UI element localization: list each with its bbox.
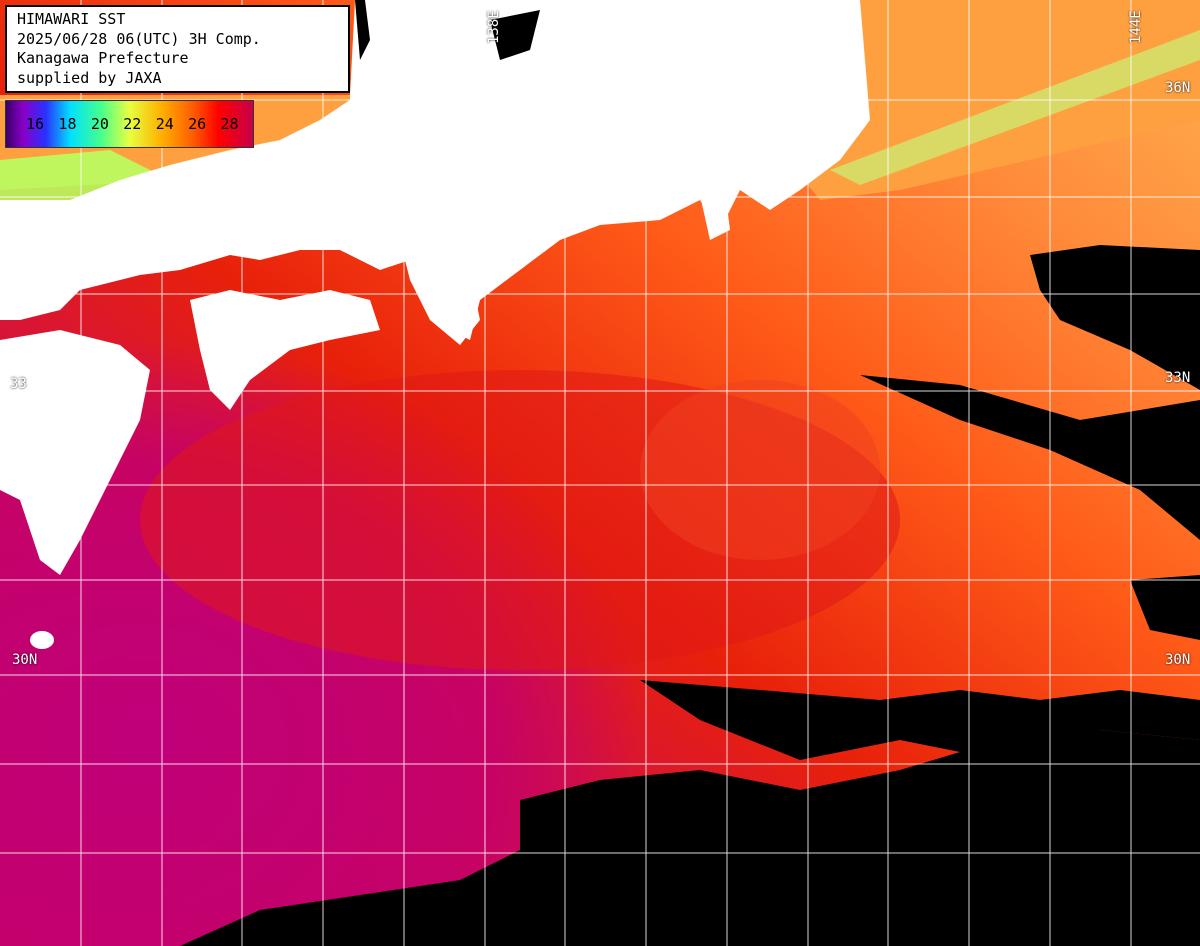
no-data-south [180, 730, 1200, 946]
lat-label-36n: 36N [1165, 80, 1191, 96]
lat-label-33-left: 33 [10, 376, 27, 392]
no-data-north [490, 10, 540, 60]
publisher: Kanagawa Prefecture [17, 49, 189, 67]
no-data-east-middle [860, 375, 1200, 540]
legend-tick: 22 [123, 115, 142, 133]
lon-label-138e: 138E [486, 10, 502, 44]
map-info-box: HIMAWARI SST 2025/06/28 06(UTC) 3H Comp.… [5, 5, 350, 93]
no-data-east-lower [1130, 575, 1200, 640]
data-source: supplied by JAXA [17, 68, 162, 87]
legend-tick: 26 [188, 115, 207, 133]
legend-tick: 24 [155, 115, 174, 133]
land-shikoku [190, 290, 380, 410]
legend-tick: 18 [58, 115, 77, 133]
land-izu-peninsula [700, 190, 730, 240]
lat-label-33n: 33N [1165, 370, 1191, 386]
cool-current-streak [830, 30, 1200, 185]
lon-label-144e: 144E [1128, 10, 1144, 44]
temperature-color-legend: 16 18 20 22 24 26 28 [5, 100, 254, 148]
land-tanegashima [30, 631, 54, 649]
no-data-east-upper [1030, 245, 1200, 390]
lat-label-30n-right: 30N [1165, 652, 1191, 668]
lat-label-30n-left: 30N [12, 652, 38, 668]
legend-tick: 16 [26, 115, 45, 133]
timestamp: 2025/06/28 06(UTC) 3H Comp. [17, 29, 261, 48]
legend-tick: 28 [220, 115, 239, 133]
warm-eddy [640, 380, 880, 560]
product-title: HIMAWARI SST [17, 10, 126, 28]
legend-tick: 20 [90, 115, 109, 133]
no-data-northwest [355, 0, 370, 60]
land-honshu [0, 0, 870, 340]
land-kii-peninsula [400, 235, 480, 345]
